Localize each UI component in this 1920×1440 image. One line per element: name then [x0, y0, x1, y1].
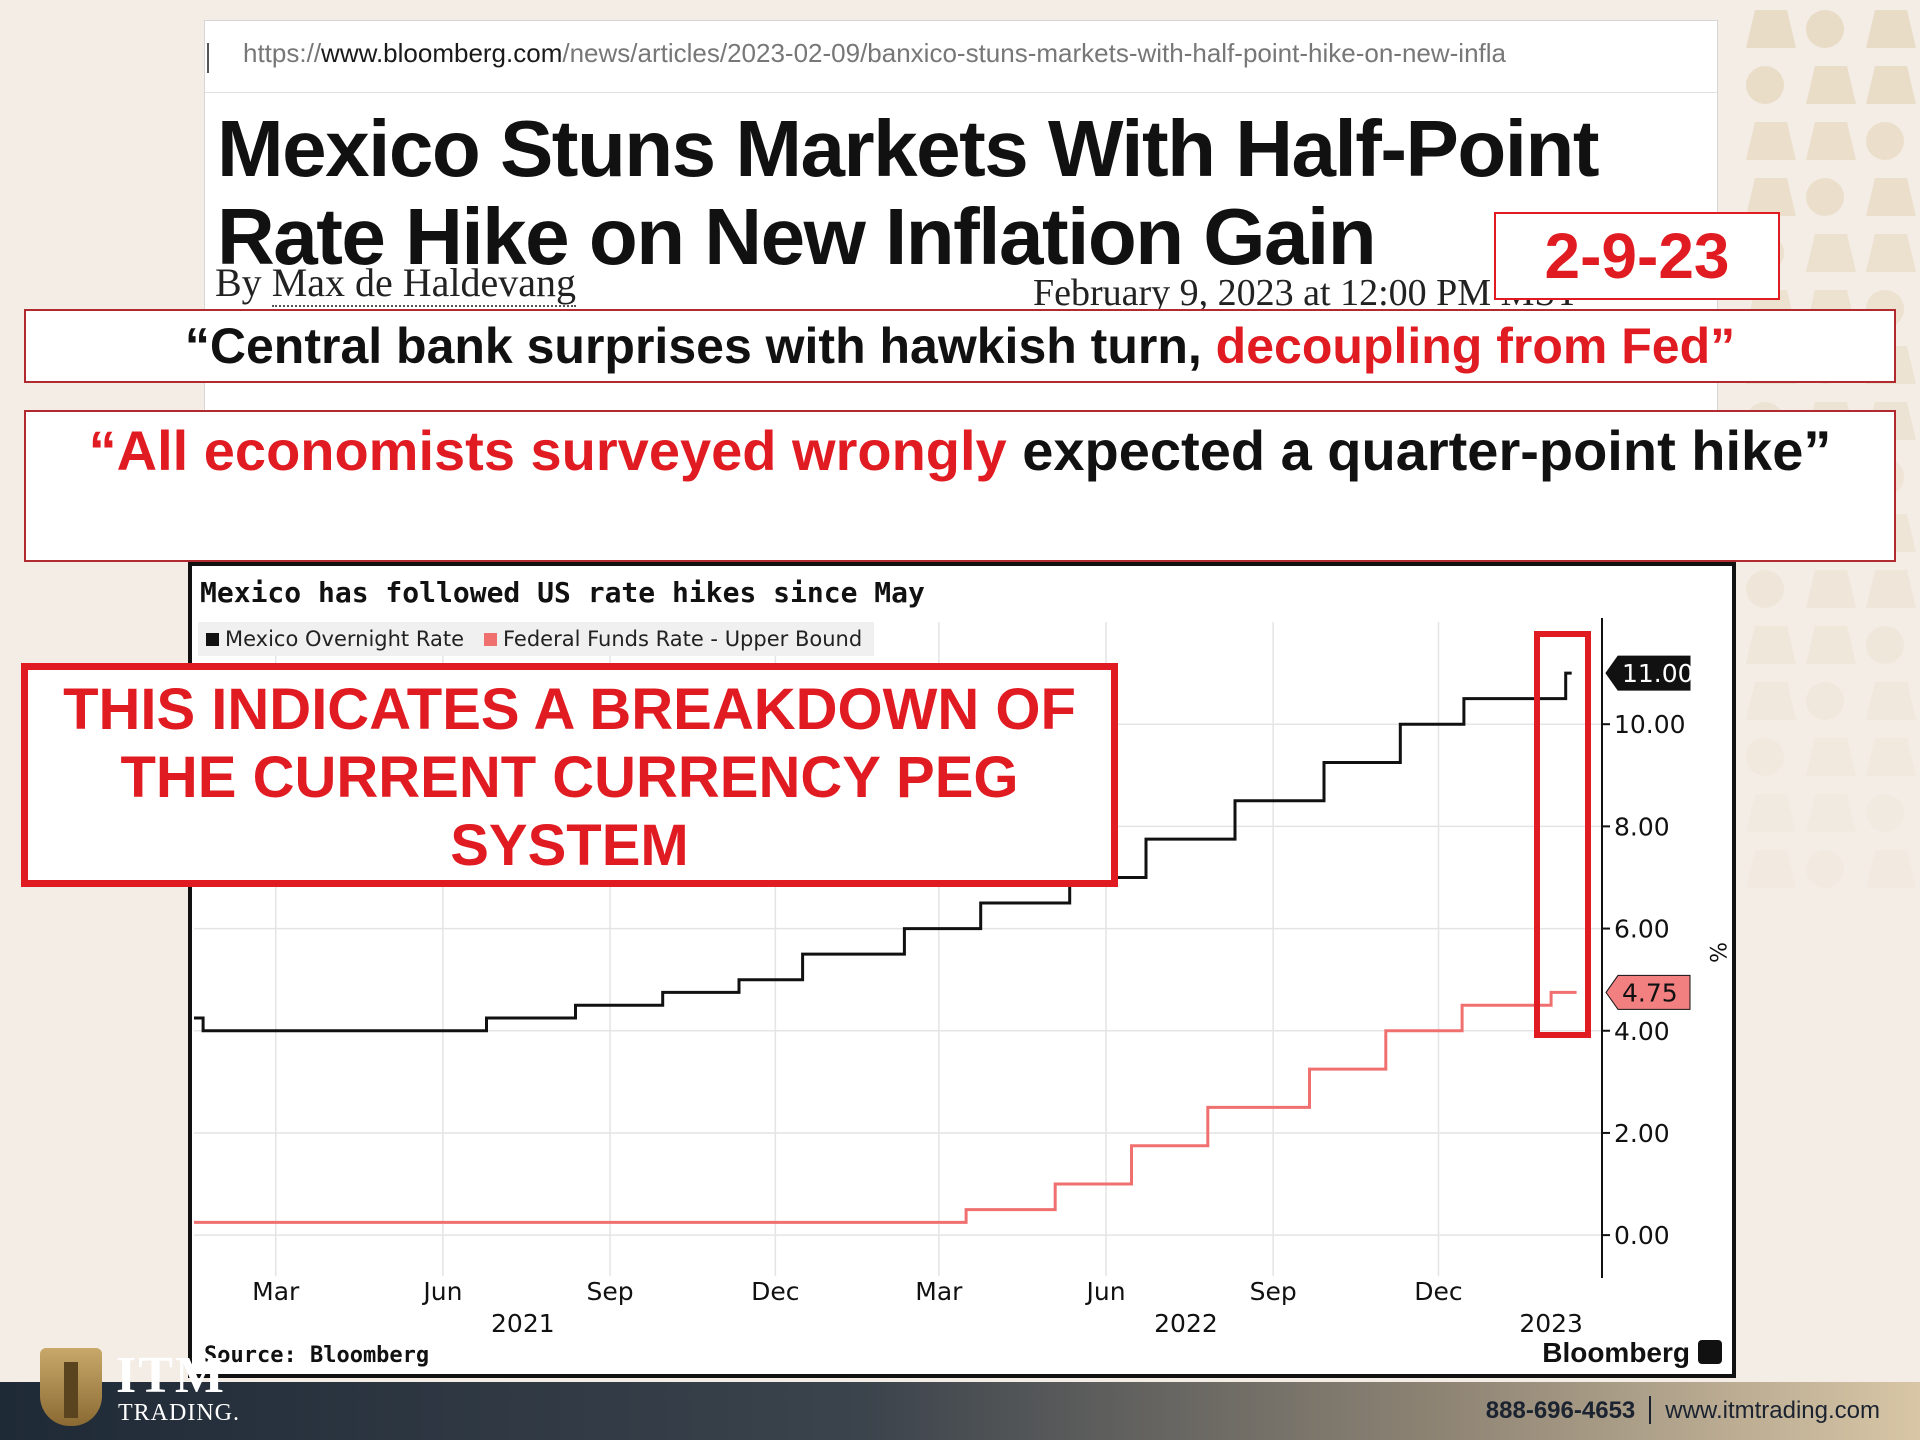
- pattern-shape: [1746, 738, 1784, 776]
- author-link[interactable]: Max de Haldevang: [271, 260, 577, 307]
- pattern-shape: [1866, 10, 1916, 48]
- pattern-shape: [1866, 794, 1904, 832]
- pattern-shape: [1746, 794, 1796, 832]
- y-tick-label: 8.00: [1614, 812, 1670, 841]
- legend-label: Mexico Overnight Rate: [225, 627, 464, 651]
- pattern-shape: [1866, 626, 1904, 664]
- chart-title: Mexico has followed US rate hikes since …: [200, 576, 925, 609]
- x-tick-label: Jun: [421, 1277, 462, 1306]
- pillar-icon: [40, 1348, 102, 1426]
- pattern-shape: [1806, 626, 1856, 664]
- x-tick-label: Sep: [586, 1277, 633, 1306]
- article-date: February 9, 2023 at 12:00 PM MST: [1033, 272, 1579, 314]
- website-link[interactable]: www.itmtrading.com: [1665, 1397, 1880, 1424]
- highlight-box: [1534, 631, 1591, 1038]
- x-year-label: 2022: [1154, 1309, 1218, 1338]
- footer-bar: [0, 1382, 1920, 1440]
- pattern-shape: [1866, 570, 1916, 608]
- url-path: /news/articles/2023-02-09/banxico-stuns-…: [562, 38, 1506, 68]
- fed-last-tag: [1605, 974, 1691, 1010]
- fed-last-value: 4.75: [1622, 978, 1678, 1007]
- quote1-part1: “Central bank surprises with hawkish tur…: [184, 318, 1216, 374]
- mexico-last-value: 11.00: [1622, 659, 1694, 688]
- x-year-label: 2021: [491, 1309, 555, 1338]
- pattern-shape: [1746, 178, 1796, 216]
- headline-line-1: Mexico Stuns Markets With Half-Point: [217, 104, 1600, 193]
- quote-central-bank: “Central bank surprises with hawkish tur…: [24, 309, 1896, 383]
- pattern-shape: [1806, 10, 1844, 48]
- pattern-shape: [1806, 234, 1856, 272]
- pattern-shape: [1866, 178, 1916, 216]
- text-caret: [207, 43, 209, 73]
- mexico-rate-line: [194, 671, 1572, 1033]
- date-stamp: 2-9-23: [1494, 212, 1780, 300]
- pattern-shape: [1746, 626, 1796, 664]
- phone-number[interactable]: 888-696-4653: [1485, 1397, 1636, 1424]
- x-tick-label: Dec: [751, 1277, 799, 1306]
- quote2-part1: “All economists surveyed wrongly: [88, 419, 1007, 482]
- y-tick-label: 10.00: [1614, 710, 1686, 739]
- x-tick-label: Dec: [1414, 1277, 1462, 1306]
- pattern-shape: [1866, 122, 1904, 160]
- byline-prefix: By: [215, 260, 272, 305]
- contact-info: 888-696-4653 www.itmtrading.com: [1486, 1396, 1880, 1425]
- pattern-shape: [1806, 570, 1856, 608]
- pattern-shape: [1806, 66, 1856, 104]
- pattern-shape: [1806, 794, 1856, 832]
- x-tick-label: Jun: [1084, 1277, 1125, 1306]
- article-headline: Mexico Stuns Markets With Half-Point Rat…: [217, 105, 1717, 281]
- logo-main: ITM: [116, 1347, 226, 1404]
- contact-divider: [1649, 1396, 1652, 1424]
- url-bar[interactable]: https://www.bloomberg.com/news/articles/…: [205, 21, 1717, 93]
- pattern-shape: [1806, 682, 1844, 720]
- y-tick-label: 4.00: [1614, 1017, 1670, 1046]
- y-axis-label: %: [1704, 942, 1729, 963]
- pattern-shape: [1806, 850, 1844, 888]
- chart-canvas: Mexico has followed US rate hikes since …: [194, 576, 1729, 1368]
- x-tick-label: Mar: [915, 1277, 963, 1306]
- pattern-shape: [1866, 850, 1916, 888]
- url-prefix: https://: [243, 38, 322, 68]
- y-tick-label: 6.00: [1614, 915, 1670, 944]
- pattern-shape: [1746, 850, 1796, 888]
- pattern-shape: [1866, 738, 1916, 776]
- url-host: www.bloomberg.com: [321, 38, 563, 68]
- headline-line-2: Rate Hike on New Inflation Gain: [217, 192, 1377, 281]
- logo-sub: TRADING.: [118, 1400, 240, 1426]
- pattern-shape: [1866, 682, 1916, 720]
- fed-rate-line: [194, 990, 1577, 1224]
- pattern-shape: [1866, 234, 1916, 272]
- pattern-shape: [1806, 178, 1844, 216]
- pattern-shape: [1806, 122, 1856, 160]
- pattern-shape: [1746, 682, 1796, 720]
- mexico-last-tag: [1605, 655, 1691, 691]
- quote1-part2: decoupling from Fed”: [1215, 318, 1736, 374]
- x-tick-label: Mar: [252, 1277, 300, 1306]
- pattern-shape: [1746, 10, 1796, 48]
- bloomberg-brand: Bloomberg: [1542, 1337, 1690, 1368]
- legend-swatch: [484, 633, 497, 646]
- x-tick-label: Sep: [1250, 1277, 1297, 1306]
- byline: By Max de Haldevang: [215, 259, 577, 307]
- bloomberg-icon: [1698, 1340, 1722, 1364]
- pattern-shape: [1866, 66, 1916, 104]
- decorative-pattern: [1740, 0, 1920, 1380]
- quote2-part2: expected a quarter-point hike”: [1006, 419, 1832, 482]
- warning-callout: THIS INDICATES A BREAKDOWN OF THE CURREN…: [21, 663, 1118, 887]
- chart-source: Source: Bloomberg: [204, 1343, 429, 1368]
- y-tick-label: 2.00: [1614, 1119, 1670, 1148]
- legend-background: [198, 622, 874, 656]
- quote-economists: “All economists surveyed wrongly expecte…: [24, 410, 1896, 562]
- pattern-shape: [1746, 122, 1796, 160]
- y-tick-label: 0.00: [1614, 1221, 1670, 1250]
- pattern-shape: [1806, 738, 1856, 776]
- legend-swatch: [206, 633, 219, 646]
- itm-trading-logo[interactable]: ITM TRADING.: [40, 1348, 250, 1440]
- pattern-shape: [1746, 570, 1784, 608]
- pattern-shape: [1746, 66, 1784, 104]
- x-year-label: 2023: [1519, 1309, 1583, 1338]
- legend-label: Federal Funds Rate - Upper Bound: [503, 627, 862, 651]
